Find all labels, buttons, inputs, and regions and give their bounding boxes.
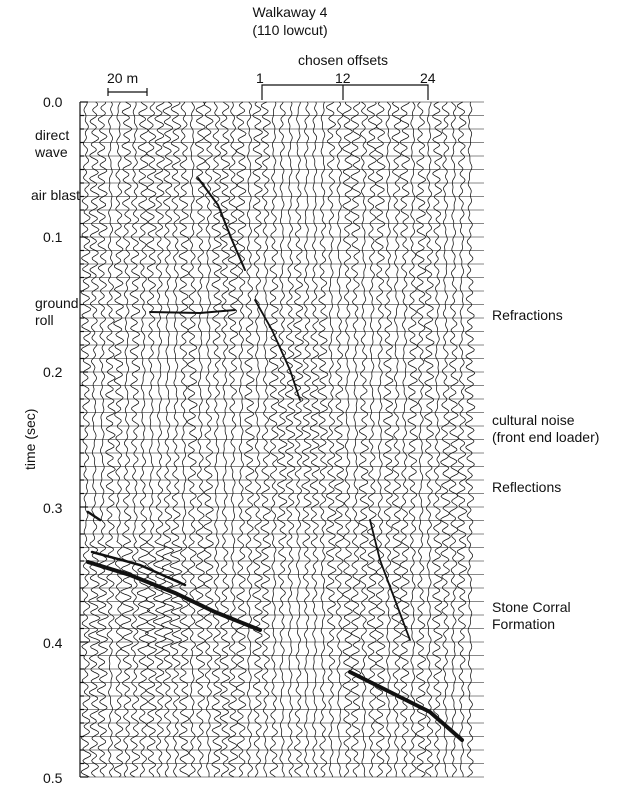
annotation-direct-wave-line2: wave — [35, 144, 68, 160]
time-tick-0.3: 0.3 — [43, 500, 63, 516]
annotation-refractions: Refractions — [492, 307, 563, 323]
annotation-stone-corral-line1: Stone Corral — [492, 599, 571, 615]
air-blast-event — [197, 177, 246, 271]
time-tick-0.5: 0.5 — [43, 770, 63, 786]
offset-tick-24: 24 — [420, 70, 436, 86]
annotation-stone-corral-line2: Formation — [492, 616, 556, 632]
scale-bar-label: 20 m — [107, 70, 139, 86]
annotation-cultural-noise-line2: (front end loader) — [492, 429, 600, 445]
cultural-noise-event — [369, 519, 411, 641]
direct-wave-event — [254, 299, 301, 401]
annotation-reflections: Reflections — [492, 479, 562, 495]
annotation-direct-wave-line1: direct — [35, 127, 70, 143]
figure-title: Walkaway 4 — [252, 4, 328, 20]
reflection-event — [86, 510, 102, 522]
time-tick-0.2: 0.2 — [43, 364, 63, 380]
offset-tick-1: 1 — [256, 70, 264, 86]
reflection-event — [90, 550, 187, 587]
refracted-arrival — [348, 670, 464, 742]
annotation-cultural-noise-line1: cultural noise — [492, 412, 575, 428]
stone-corral-reflection — [86, 560, 262, 632]
annotation-air-blast: air blast — [31, 187, 81, 203]
annotation-ground-roll-line1: ground — [35, 295, 79, 311]
time-tick-0.4: 0.4 — [43, 635, 63, 651]
offsets-label: chosen offsets — [297, 52, 389, 68]
offset-bracket — [261, 84, 429, 100]
ground-roll-event — [149, 309, 236, 315]
time-tick-0.0: 0.0 — [43, 94, 63, 110]
time-tick-0.1: 0.1 — [43, 229, 63, 245]
offset-tick-12: 12 — [335, 70, 351, 86]
figure-subtitle: (110 lowcut) — [252, 22, 328, 38]
scale-bar — [107, 88, 148, 96]
highlighted-events — [86, 177, 464, 742]
seismic-traces — [80, 101, 484, 778]
annotation-ground-roll-line2: roll — [35, 312, 54, 328]
